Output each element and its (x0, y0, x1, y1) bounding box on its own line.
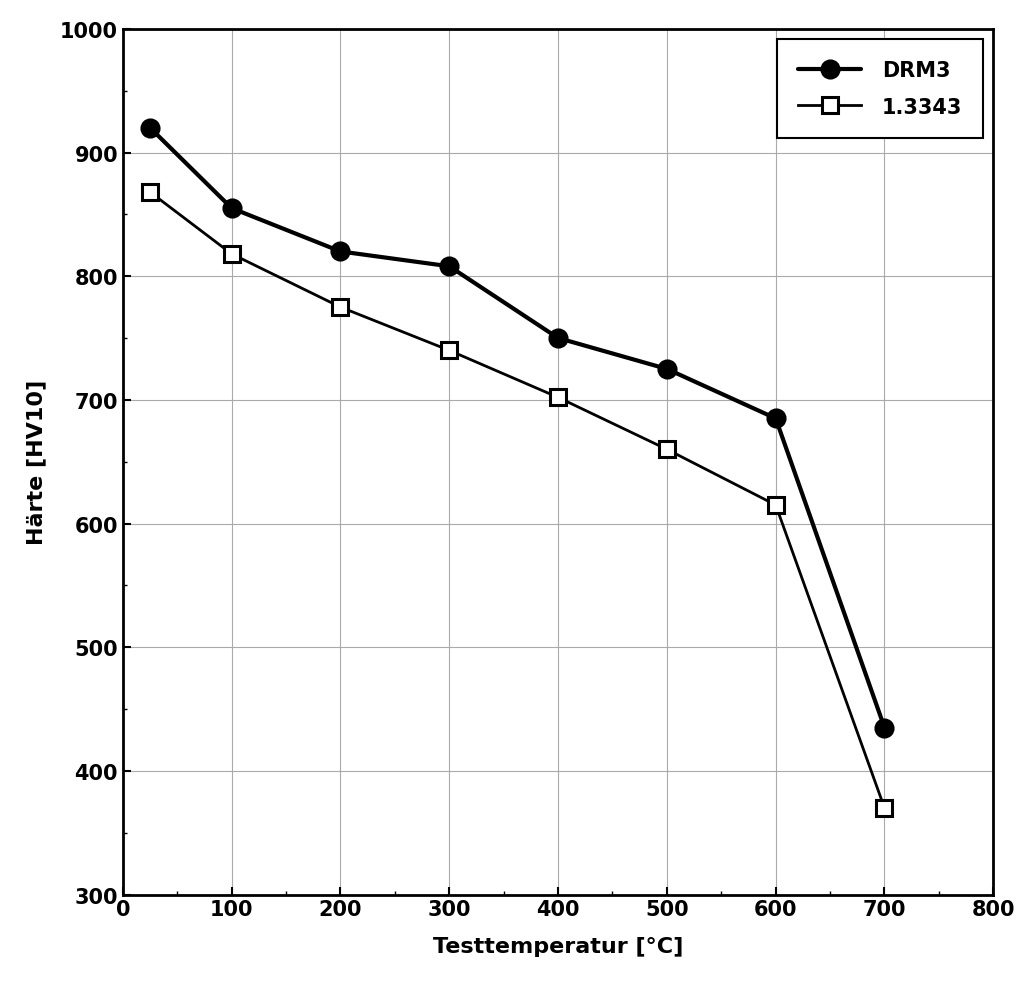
Line: DRM3: DRM3 (141, 119, 894, 737)
DRM3 (879, 722, 891, 734)
DRM3 (660, 364, 673, 376)
1.3343 (225, 248, 238, 260)
Y-axis label: Härte [HV10]: Härte [HV10] (27, 380, 46, 545)
X-axis label: Testtemperatur [°C]: Testtemperatur [°C] (433, 936, 683, 956)
1.3343 (334, 302, 346, 314)
1.3343 (879, 802, 891, 814)
DRM3 (144, 122, 157, 134)
DRM3 (334, 247, 346, 258)
1.3343 (552, 392, 564, 404)
1.3343 (660, 444, 673, 456)
DRM3 (225, 203, 238, 215)
Legend: DRM3, 1.3343: DRM3, 1.3343 (777, 40, 983, 138)
DRM3 (443, 261, 456, 273)
Line: 1.3343: 1.3343 (142, 185, 892, 816)
1.3343 (144, 187, 157, 199)
1.3343 (443, 345, 456, 357)
DRM3 (552, 333, 564, 345)
DRM3 (770, 414, 782, 425)
1.3343 (770, 500, 782, 512)
